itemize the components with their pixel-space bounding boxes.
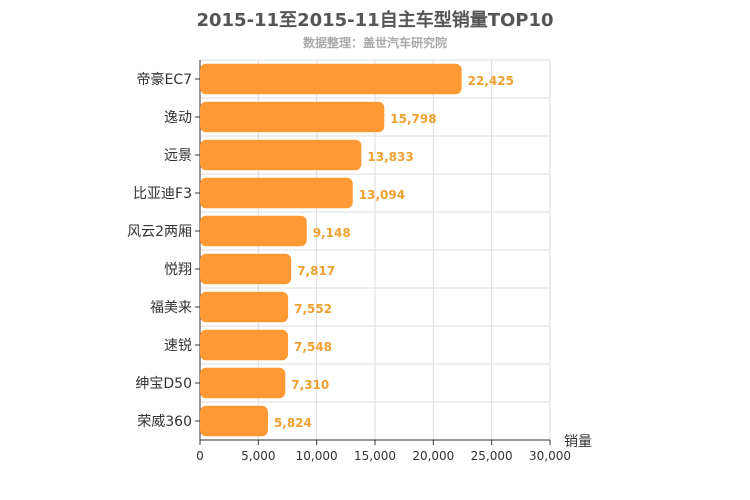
data-label: 13,833: [367, 150, 413, 164]
data-label: 7,817: [297, 264, 335, 278]
category-label: 风云2两厢: [127, 224, 192, 240]
category-label: 荣威360: [137, 414, 192, 430]
data-label: 15,798: [390, 112, 436, 126]
data-label: 7,552: [294, 302, 332, 316]
bar: [200, 367, 286, 399]
x-tick-label: 20,000: [412, 449, 454, 463]
bar: [200, 101, 385, 133]
category-label: 帝豪EC7: [136, 72, 192, 88]
data-label: 22,425: [468, 74, 514, 88]
chart-subtitle: 数据整理：盖世汽车研究院: [302, 36, 447, 50]
bar: [200, 215, 307, 247]
bar: [200, 139, 362, 171]
data-label: 13,094: [359, 188, 405, 202]
bar: [200, 291, 289, 323]
category-label: 速锐: [164, 338, 192, 354]
bar: [200, 329, 289, 361]
category-label: 悦翔: [164, 262, 192, 278]
data-label: 7,310: [291, 378, 329, 392]
x-tick-label: 15,000: [354, 449, 396, 463]
chart-title: 2015-11至2015-11自主车型销量TOP10: [196, 10, 554, 31]
x-tick-label: 5,000: [241, 449, 275, 463]
category-label: 比亚迪F3: [133, 186, 192, 202]
bar: [200, 63, 462, 95]
data-label: 5,824: [274, 416, 312, 430]
x-tick-label: 30,000: [529, 449, 571, 463]
category-label: 福美来: [150, 300, 192, 316]
data-label: 9,148: [313, 226, 351, 240]
category-label: 绅宝D50: [135, 376, 192, 392]
x-tick-label: 0: [196, 449, 204, 463]
bar: [200, 253, 292, 285]
category-label: 逸动: [164, 110, 192, 126]
x-tick-label: 25,000: [471, 449, 513, 463]
x-axis-label: 销量: [564, 434, 592, 450]
bar: [200, 405, 268, 437]
x-tick-label: 10,000: [296, 449, 338, 463]
data-label: 7,548: [294, 340, 332, 354]
bar: [200, 177, 353, 209]
category-label: 远景: [164, 148, 192, 164]
